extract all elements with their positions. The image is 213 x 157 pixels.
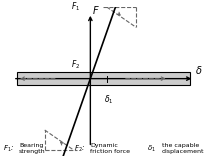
Text: $F_2$: $F_2$ [71,58,80,70]
Text: F: F [92,6,98,16]
Text: $\delta$: $\delta$ [195,64,202,76]
Text: $\delta_1$: $\delta_1$ [104,94,114,106]
Text: $F_1$:: $F_1$: [3,144,14,154]
Text: Bearing
strength: Bearing strength [19,143,46,154]
Text: Dynamic
friction force: Dynamic friction force [90,143,130,154]
Text: the capable
displacement: the capable displacement [162,143,204,154]
FancyBboxPatch shape [17,72,190,85]
Text: $\delta_1$: $\delta_1$ [147,144,156,154]
Text: $F_1$: $F_1$ [71,1,80,13]
Text: $F_2$:: $F_2$: [74,144,85,154]
